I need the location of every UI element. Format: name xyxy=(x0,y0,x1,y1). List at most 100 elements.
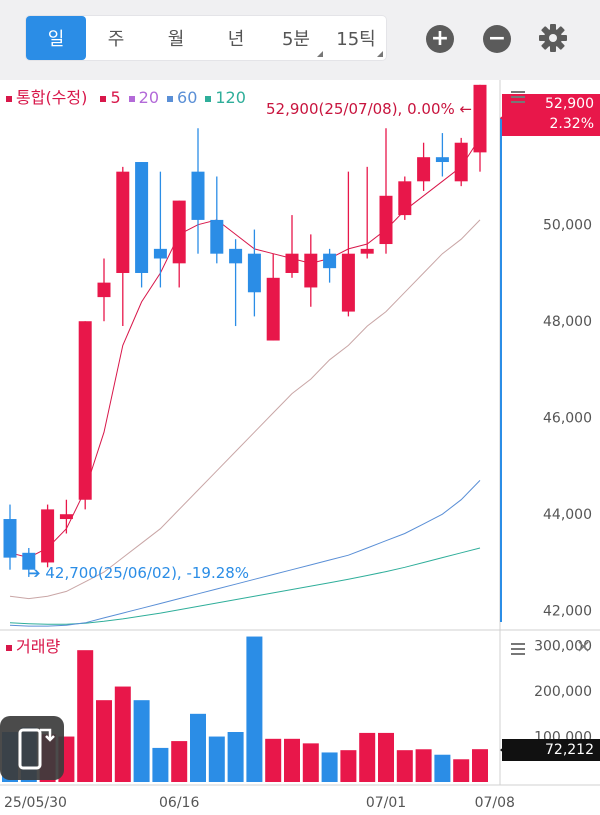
phone-rotate-icon xyxy=(18,728,55,770)
volume-bar xyxy=(171,741,188,782)
volume-bar xyxy=(434,754,451,782)
legend-ma-item: 120 xyxy=(205,88,250,107)
candle-body xyxy=(323,253,337,269)
ma120-line xyxy=(9,547,481,625)
legend-ma-marker xyxy=(100,95,107,102)
period-tab[interactable]: 5분 xyxy=(266,16,326,60)
price-tick-label: 46,000 xyxy=(543,411,592,427)
candle-body xyxy=(3,519,17,558)
legend-ma-label: 120 xyxy=(215,88,246,107)
legend-ma-marker xyxy=(167,95,174,102)
candle-body xyxy=(22,552,36,570)
dropdown-corner-icon xyxy=(377,51,383,57)
price-menu-icon[interactable] xyxy=(511,88,525,106)
volume-menu-icon[interactable] xyxy=(511,640,525,658)
period-tab[interactable]: 주 xyxy=(86,16,146,60)
volume-bar xyxy=(133,700,150,782)
zoom-in-button[interactable]: + xyxy=(426,25,454,53)
zoom-out-button[interactable]: − xyxy=(483,25,511,53)
legend-ma-label: 60 xyxy=(177,88,198,107)
volume-tick-label: 300,000 xyxy=(534,639,592,655)
left-arrow-icon: ← xyxy=(459,100,473,118)
volume-bar xyxy=(359,732,376,782)
price-tick-label: 50,000 xyxy=(543,218,592,234)
candle-body xyxy=(97,282,111,298)
legend-ma-item: 20 xyxy=(128,88,163,107)
legend-ma-marker xyxy=(205,95,212,102)
volume-bar xyxy=(208,736,225,782)
volume-bar xyxy=(227,732,244,782)
legend-ma-label: 5 xyxy=(110,88,121,107)
legend-ma-marker xyxy=(128,95,135,102)
candle-body xyxy=(473,84,487,153)
volume-bar xyxy=(96,700,112,782)
candle-body xyxy=(153,248,167,259)
ma60-line xyxy=(9,480,481,627)
candle-body xyxy=(78,321,92,500)
candle-body xyxy=(41,509,55,563)
period-tab-label: 5분 xyxy=(281,29,310,50)
volume-bar xyxy=(77,650,94,782)
volume-bar xyxy=(378,732,394,782)
period-tab[interactable]: 월 xyxy=(146,16,206,60)
volume-bar xyxy=(415,749,432,782)
legend-ma-item: 60 xyxy=(167,88,201,107)
chart-legend: 통합(수정) 5 20 60 120 xyxy=(6,84,258,108)
volume-bar xyxy=(284,738,300,782)
volume-bar xyxy=(453,759,470,782)
candle-body xyxy=(266,277,280,341)
screen-rotate-button[interactable] xyxy=(0,716,64,780)
period-tab[interactable]: 일 xyxy=(26,16,86,60)
period-tab-label: 주 xyxy=(107,29,125,50)
volume-bar xyxy=(472,749,488,782)
candle-body xyxy=(454,142,468,182)
current-volume: 72,212 xyxy=(545,742,594,758)
volume-bar xyxy=(246,636,263,782)
candle-body xyxy=(417,157,431,182)
period-tab-label: 15틱 xyxy=(336,29,376,50)
gear-icon[interactable] xyxy=(537,22,569,54)
low-annotation-text: 42,700(25/06/02), -19.28% xyxy=(45,564,250,582)
candle-body xyxy=(229,248,243,264)
price-tick-label: 42,000 xyxy=(543,604,592,620)
current-volume-tag: 72,212 xyxy=(502,739,600,761)
plus-circle-icon: + xyxy=(430,26,450,51)
candle-body xyxy=(360,248,374,254)
legend-ma-label: 20 xyxy=(138,88,160,107)
candle-body xyxy=(379,195,393,245)
candle-body xyxy=(135,162,149,273)
volume-bar xyxy=(396,750,413,782)
volume-tick-label: 200,000 xyxy=(534,684,592,700)
ma20-line xyxy=(9,219,481,600)
candle-body xyxy=(398,181,412,216)
current-price: 52,900 xyxy=(545,96,594,112)
minus-circle-icon: − xyxy=(487,26,507,51)
candle-body xyxy=(59,514,73,520)
price-tick-label: 44,000 xyxy=(543,507,592,523)
period-tab-label: 일 xyxy=(47,29,65,50)
x-tick-label: 06/16 xyxy=(159,795,199,811)
period-tab-label: 월 xyxy=(167,29,185,50)
candle-body xyxy=(116,171,130,273)
candle-body xyxy=(172,200,186,264)
volume-bar xyxy=(340,750,357,782)
legend-marker xyxy=(6,95,12,102)
price-tick-label: 48,000 xyxy=(543,314,592,330)
candle-body xyxy=(210,219,224,254)
toolbar: 일 주 월 년 5분 15틱 + − xyxy=(0,0,600,80)
volume-legend: 거래량 xyxy=(6,633,60,657)
volume-bar xyxy=(114,686,131,782)
period-tab[interactable]: 년 xyxy=(206,16,266,60)
dropdown-corner-icon xyxy=(317,51,323,57)
price-change: 2.32% xyxy=(549,116,594,132)
low-annotation: ➔ 42,700(25/06/02), -19.28% xyxy=(28,564,249,582)
candle-body xyxy=(285,253,299,273)
period-tab[interactable]: 15틱 xyxy=(326,16,386,60)
volume-bar xyxy=(302,743,319,782)
x-tick-label: 07/08 xyxy=(475,795,515,811)
legend-main: 통합(수정) xyxy=(16,88,88,107)
period-selector: 일 주 월 년 5분 15틱 xyxy=(26,16,386,60)
close-icon[interactable]: × xyxy=(576,636,592,657)
candle-body xyxy=(247,253,261,293)
candle-body xyxy=(191,171,205,220)
